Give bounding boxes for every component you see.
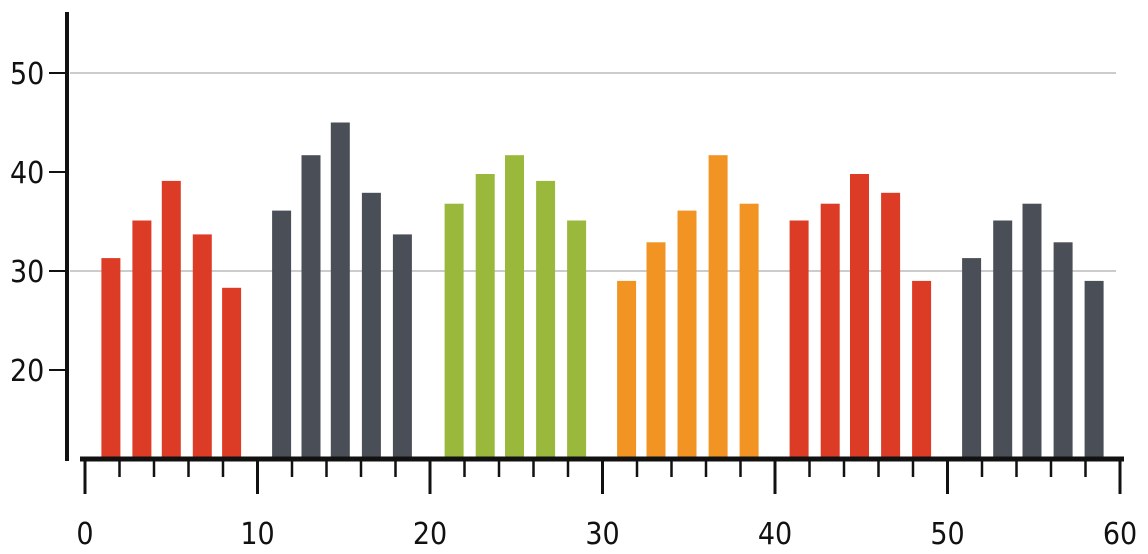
bar-group-2-5 xyxy=(392,234,412,459)
x-tick-label: 20 xyxy=(413,517,447,552)
bar-group-5-4 xyxy=(881,192,901,460)
bar-group-6-4 xyxy=(1053,242,1073,459)
bar-group-1-3 xyxy=(161,180,181,459)
bar-group-2-3 xyxy=(330,122,350,459)
bar-group-1-2 xyxy=(132,220,152,459)
x-tick-label: 40 xyxy=(758,517,792,552)
bar-group-6-2 xyxy=(993,220,1013,459)
bar-group-4-3 xyxy=(677,210,697,459)
bar-group-5-2 xyxy=(820,203,840,459)
bar-group-4-5 xyxy=(739,203,759,459)
x-tick-label: 30 xyxy=(585,517,619,552)
bar-group-4-4 xyxy=(708,155,728,459)
bar-group-3-4 xyxy=(536,180,556,459)
bar-group-6-1 xyxy=(962,258,982,459)
gridlines xyxy=(70,72,1116,272)
bar-group-1-4 xyxy=(192,234,212,459)
bar-group-2-2 xyxy=(301,155,321,459)
bar-group-3-2 xyxy=(475,174,495,459)
x-tick-label: 50 xyxy=(930,517,964,552)
bar-group-1-5 xyxy=(222,287,242,459)
x-tick-label: 60 xyxy=(1103,517,1137,552)
y-tick-label: 30 xyxy=(10,255,44,290)
bar-group-4-1 xyxy=(617,280,637,459)
axes xyxy=(49,12,1124,494)
bar-group-5-3 xyxy=(850,174,869,459)
bar-group-5-5 xyxy=(912,280,932,459)
bar-group-3-1 xyxy=(444,203,464,459)
bar-group-5-1 xyxy=(789,220,809,459)
bar-group-2-4 xyxy=(361,192,381,460)
y-tick-label: 20 xyxy=(10,354,44,389)
bar-group-3-5 xyxy=(567,220,587,459)
x-tick-label: 0 xyxy=(76,517,93,552)
bars xyxy=(101,122,1104,460)
bar-group-3-3 xyxy=(505,155,524,459)
y-tick-label: 50 xyxy=(10,57,44,92)
bar-group-1-1 xyxy=(101,258,121,459)
tick-labels: 0 10 20 30 40 50 60 20 30 40 50 xyxy=(10,57,1137,552)
bar-group-2-1 xyxy=(272,210,292,459)
x-tick-label: 10 xyxy=(240,517,274,552)
bar-group-4-2 xyxy=(646,242,666,459)
bar-group-6-3 xyxy=(1022,203,1042,459)
y-tick-label: 40 xyxy=(10,156,44,191)
bar-group-6-5 xyxy=(1084,280,1104,459)
